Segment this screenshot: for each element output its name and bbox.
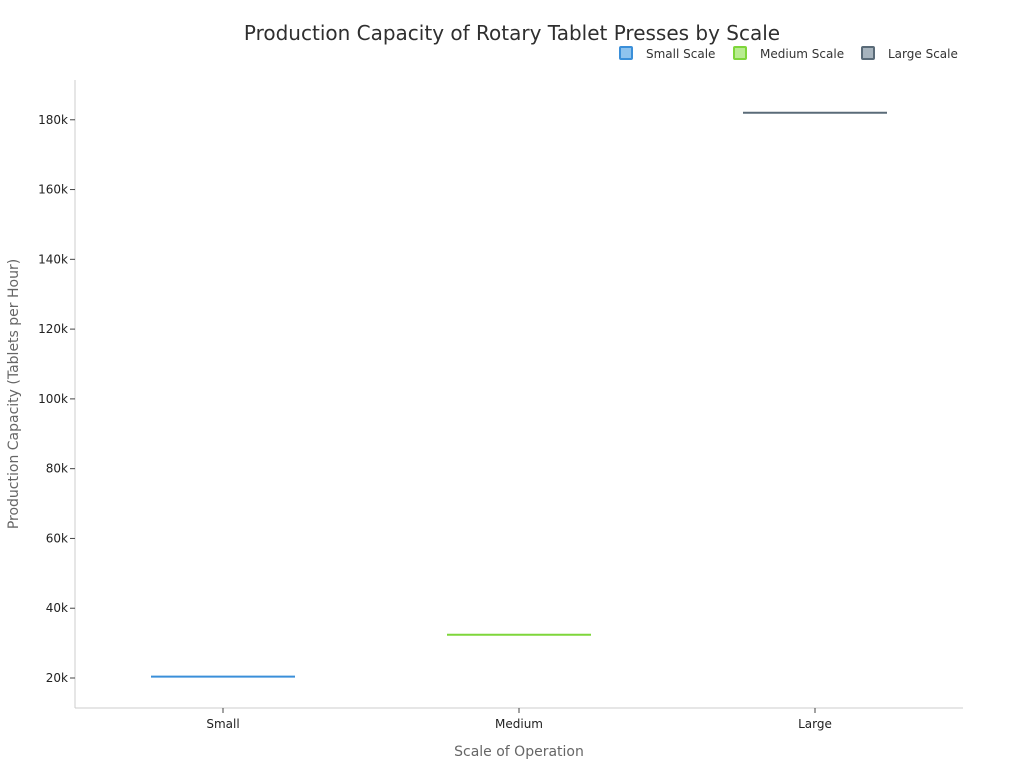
y-tick-label: 180k bbox=[38, 113, 68, 127]
legend-label: Large Scale bbox=[888, 47, 958, 61]
x-axis-label: Scale of Operation bbox=[454, 744, 584, 760]
y-tick-label: 160k bbox=[38, 183, 68, 197]
x-tick-label: Medium bbox=[495, 717, 543, 731]
y-axis-label: Production Capacity (Tablets per Hour) bbox=[6, 259, 22, 529]
y-tick-label: 80k bbox=[46, 462, 68, 476]
y-tick-label: 100k bbox=[38, 392, 68, 406]
chart-title: Production Capacity of Rotary Tablet Pre… bbox=[244, 21, 780, 45]
legend-swatch bbox=[861, 46, 875, 60]
legend-swatch bbox=[733, 46, 747, 60]
legend: Small Scale Medium Scale Large Scale bbox=[619, 46, 958, 61]
y-tick-label: 20k bbox=[46, 671, 68, 685]
legend-label: Small Scale bbox=[646, 47, 715, 61]
plot-marks bbox=[151, 111, 887, 678]
y-axis-ticks: 20k 40k 60k 80k 100k 120k 140k 160k 180k bbox=[38, 113, 75, 685]
y-tick-label: 120k bbox=[38, 322, 68, 336]
x-tick-label: Large bbox=[798, 717, 832, 731]
legend-swatch bbox=[619, 46, 633, 60]
x-axis-ticks: Small Medium Large bbox=[206, 708, 832, 731]
x-tick-label: Small bbox=[206, 717, 239, 731]
y-tick-label: 40k bbox=[46, 601, 68, 615]
legend-label: Medium Scale bbox=[760, 47, 844, 61]
y-tick-label: 140k bbox=[38, 252, 68, 266]
y-tick-label: 60k bbox=[46, 531, 68, 545]
